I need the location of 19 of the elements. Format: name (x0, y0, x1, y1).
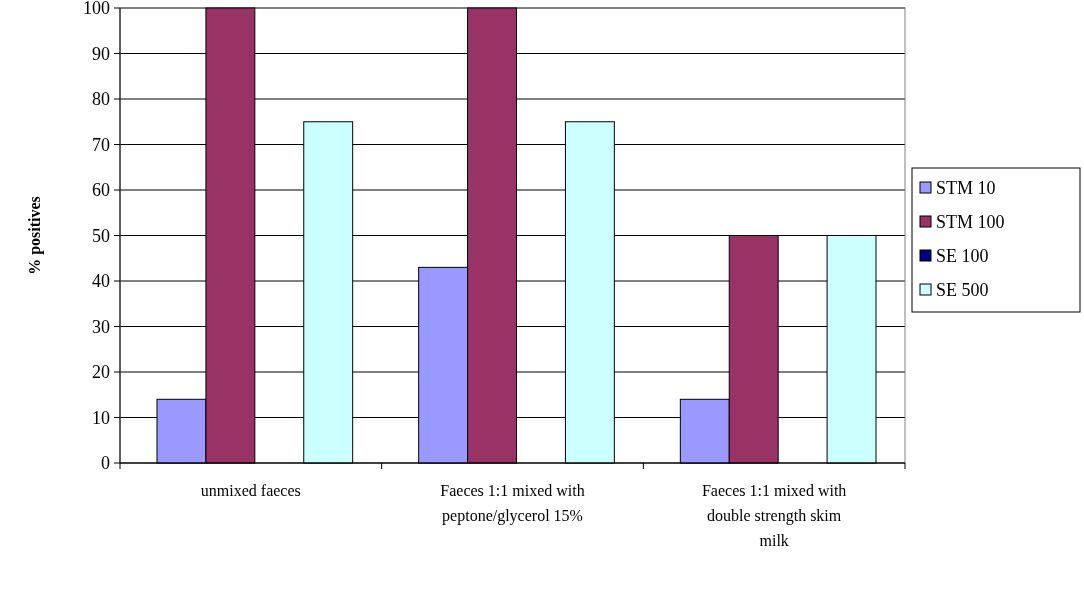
y-tick-label: 20 (92, 362, 110, 383)
y-tick-label: 10 (92, 407, 110, 428)
y-tick-label: 60 (92, 180, 110, 201)
y-tick-label: 80 (92, 89, 110, 110)
y-tick-label: 40 (92, 271, 110, 292)
legend-label: STM 10 (936, 178, 996, 199)
x-tick-label: Faeces 1:1 mixed with double strength skim milk (701, 482, 847, 549)
y-tick-label: 90 (92, 43, 110, 64)
y-tick-label: 100 (83, 0, 110, 19)
legend-label: STM 100 (936, 212, 1005, 233)
legend-label: SE 500 (936, 280, 989, 301)
legend-label: SE 100 (936, 246, 989, 267)
y-axis-title: % positives (26, 196, 44, 275)
y-tick-label: 0 (101, 453, 110, 474)
x-tick-label: Faeces 1:1 mixed with peptone/glycerol 15% (440, 482, 585, 525)
y-tick-label: 70 (92, 134, 110, 155)
y-tick-label: 30 (92, 316, 110, 337)
x-tick-label: unmixed faeces (200, 482, 301, 499)
y-tick-label: 50 (92, 225, 110, 246)
